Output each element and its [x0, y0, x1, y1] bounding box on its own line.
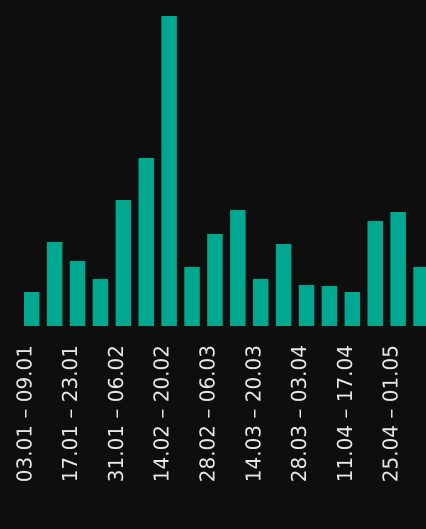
bar [46, 242, 63, 326]
x-tick-label: 14.02 – 20.02 [150, 345, 174, 482]
bar [184, 267, 200, 326]
x-tick-label: 14.03 – 20.03 [241, 345, 265, 482]
bar [230, 210, 246, 326]
x-tick-label: 25.04 – 01.05 [379, 345, 403, 482]
bar [275, 244, 292, 326]
x-tick-label: 17.01 – 23.01 [58, 345, 82, 482]
bar [367, 221, 383, 326]
x-tick-label: 28.03 – 03.04 [287, 345, 311, 482]
x-tick-label: 11.04 – 17.04 [333, 345, 357, 482]
bar [207, 234, 223, 326]
bar [298, 285, 315, 326]
bar [24, 292, 40, 326]
bar [161, 16, 177, 326]
bar [321, 286, 338, 326]
bar [92, 279, 109, 326]
bar [390, 212, 406, 326]
bar [69, 261, 86, 326]
bar [138, 158, 154, 326]
x-tick-label: 03.01 – 09.01 [12, 345, 36, 482]
x-tick-label: 28.02 – 06.03 [195, 345, 219, 482]
bar [344, 292, 361, 326]
bar [413, 267, 426, 326]
x-tick-label: 31.01 – 06.02 [104, 345, 128, 482]
bar [253, 279, 269, 326]
bar [115, 200, 132, 326]
